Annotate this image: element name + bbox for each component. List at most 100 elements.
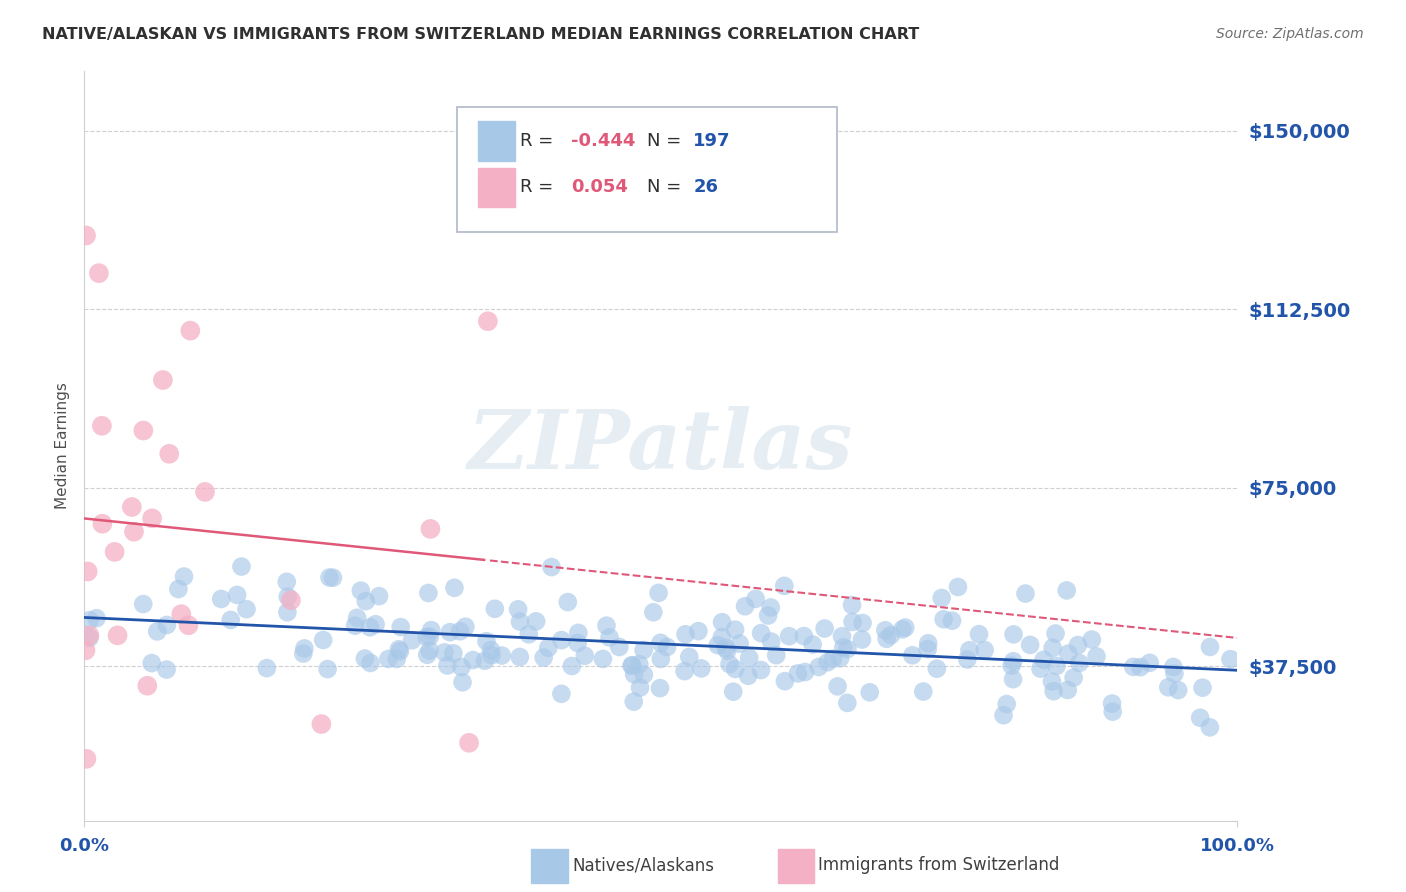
Point	[773, 579, 796, 593]
Point	[343, 618, 366, 632]
Point	[841, 615, 863, 629]
Point	[79, 631, 101, 645]
Text: 26: 26	[693, 178, 718, 196]
Point	[875, 624, 897, 638]
Point	[595, 618, 617, 632]
Point	[509, 615, 531, 629]
Point	[718, 657, 741, 672]
Point	[567, 625, 589, 640]
Point	[724, 623, 747, 637]
Point	[995, 697, 1018, 711]
Point	[993, 708, 1015, 723]
Point	[524, 615, 547, 629]
Point	[714, 640, 737, 655]
Point	[793, 629, 815, 643]
Point	[1199, 640, 1222, 654]
Point	[628, 657, 651, 672]
Point	[607, 640, 630, 654]
Point	[231, 559, 253, 574]
Point	[235, 602, 257, 616]
Point	[312, 632, 335, 647]
Point	[90, 418, 112, 433]
Point	[194, 484, 217, 499]
Point	[292, 647, 315, 661]
Point	[707, 638, 730, 652]
Point	[643, 605, 665, 619]
Point	[311, 717, 333, 731]
Point	[673, 664, 696, 678]
Point	[859, 685, 882, 699]
Point	[484, 601, 506, 615]
Point	[173, 569, 195, 583]
Point	[599, 631, 621, 645]
Point	[1219, 652, 1241, 666]
Point	[1199, 720, 1222, 734]
Point	[710, 630, 733, 644]
Point	[1042, 684, 1064, 698]
Point	[723, 684, 745, 698]
Point	[623, 695, 645, 709]
Point	[346, 611, 368, 625]
Point	[155, 663, 177, 677]
Point	[1029, 662, 1052, 676]
Point	[1056, 583, 1078, 598]
Point	[209, 591, 232, 606]
Point	[75, 643, 97, 657]
Point	[226, 588, 249, 602]
Point	[368, 589, 391, 603]
Point	[801, 638, 824, 652]
Point	[419, 643, 441, 657]
Point	[75, 752, 97, 766]
Point	[1191, 681, 1213, 695]
Point	[891, 623, 914, 637]
Point	[1032, 653, 1054, 667]
Point	[633, 667, 655, 681]
Point	[477, 314, 499, 328]
Point	[1101, 705, 1123, 719]
Point	[316, 662, 339, 676]
Point	[416, 648, 439, 662]
Point	[276, 605, 298, 619]
Point	[592, 652, 614, 666]
Point	[787, 666, 810, 681]
Point	[318, 570, 340, 584]
Point	[1139, 656, 1161, 670]
Point	[773, 674, 796, 689]
Point	[851, 632, 873, 647]
Point	[91, 516, 114, 531]
Point	[1002, 672, 1025, 686]
Point	[167, 582, 190, 596]
Point	[157, 447, 180, 461]
Point	[623, 667, 645, 681]
Point	[633, 643, 655, 657]
Point	[276, 574, 298, 589]
Text: -0.444: -0.444	[571, 132, 636, 150]
Point	[1045, 659, 1067, 673]
Point	[76, 565, 98, 579]
Point	[439, 625, 461, 640]
Point	[648, 681, 671, 695]
Point	[832, 640, 855, 655]
Text: 0.054: 0.054	[571, 178, 627, 196]
Point	[956, 652, 979, 666]
Point	[280, 593, 302, 607]
Point	[107, 628, 129, 642]
Point	[1067, 638, 1090, 652]
Y-axis label: Median Earnings: Median Earnings	[55, 383, 70, 509]
Point	[851, 615, 873, 630]
Point	[759, 600, 782, 615]
Point	[359, 656, 381, 670]
Point	[1002, 627, 1025, 641]
Point	[1085, 649, 1108, 664]
Point	[1063, 671, 1085, 685]
Point	[724, 662, 747, 676]
Point	[104, 545, 127, 559]
Point	[925, 662, 948, 676]
Point	[690, 661, 713, 675]
Point	[756, 608, 779, 623]
Point	[388, 642, 411, 657]
Point	[765, 648, 787, 663]
Point	[75, 228, 97, 243]
Point	[418, 586, 440, 600]
Text: N =: N =	[647, 132, 686, 150]
